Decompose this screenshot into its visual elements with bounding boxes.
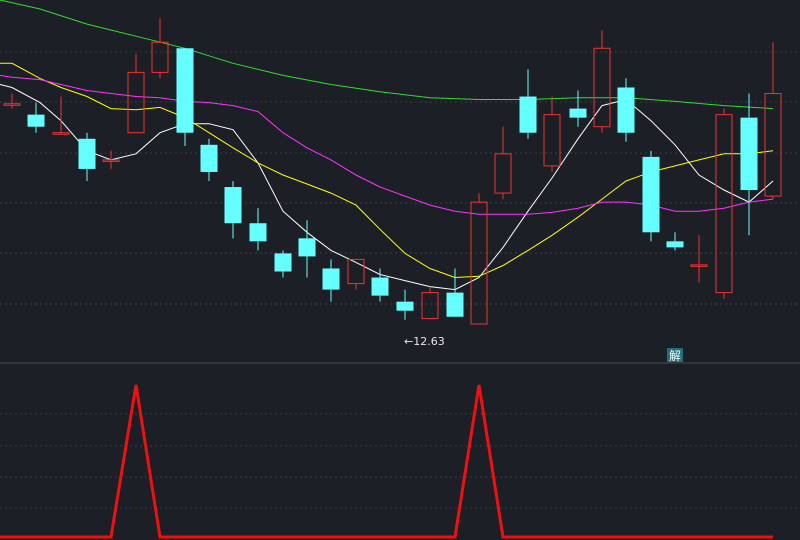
candle-body (127, 71, 145, 134)
candle (421, 286, 439, 320)
candle (151, 18, 169, 79)
candle (298, 220, 316, 278)
candle-body (3, 103, 21, 106)
candle (690, 235, 708, 283)
candle-body (421, 292, 439, 320)
candlesticks (3, 18, 782, 325)
candle (27, 102, 45, 133)
candle-body (249, 223, 267, 242)
candle (3, 93, 21, 109)
candle (52, 96, 70, 135)
candle (446, 268, 464, 317)
candle-body (740, 117, 758, 191)
ma-line-4 (0, 0, 774, 110)
candle-body (569, 108, 587, 118)
candle-body (27, 114, 45, 127)
candle (78, 132, 96, 181)
candle-body (200, 144, 218, 172)
candle (519, 69, 537, 139)
candle (740, 93, 758, 236)
candle-body (470, 201, 488, 325)
candle-body (52, 132, 70, 135)
candle (371, 268, 389, 302)
candle-body (151, 41, 169, 73)
candle (396, 289, 414, 320)
candle-body (224, 187, 242, 224)
indicator-line-1 (0, 384, 773, 539)
candle (642, 150, 660, 242)
candle-body (102, 159, 120, 162)
candle-body (617, 87, 635, 133)
candle-body (690, 264, 708, 267)
candle (322, 259, 340, 302)
candle-body (298, 238, 316, 257)
candle-body (543, 114, 561, 167)
candle (543, 96, 561, 172)
candle-body (347, 258, 365, 285)
candle (715, 108, 733, 299)
candle (224, 181, 242, 239)
candle-body (322, 268, 340, 290)
candle (200, 138, 218, 181)
candle (249, 208, 267, 251)
candle (470, 193, 488, 325)
badge[interactable]: 解 (667, 348, 683, 363)
low-price-annotation: ←12.63 (404, 335, 445, 348)
candle-body (642, 156, 660, 233)
candle (176, 48, 194, 147)
candle (666, 232, 684, 251)
candle (569, 90, 587, 127)
candle (494, 126, 512, 200)
candle-body (666, 241, 684, 248)
indicator-lines (0, 384, 773, 539)
candle-body (519, 96, 537, 133)
candle (347, 258, 365, 290)
candle (764, 42, 782, 200)
candle (127, 54, 145, 134)
candle-body (78, 138, 96, 169)
badge-text: 解 (669, 349, 681, 363)
candle-body (396, 301, 414, 311)
moving-averages (0, 0, 774, 291)
candle (617, 78, 635, 142)
badge-background (667, 348, 683, 362)
candle-body (176, 48, 194, 133)
candle-body (274, 253, 292, 272)
candle-body (494, 153, 512, 194)
candle (593, 30, 611, 133)
candle-body (371, 277, 389, 296)
candle-body (764, 93, 782, 197)
indicator-grid (0, 413, 800, 509)
candle (102, 150, 120, 169)
candle-body (593, 47, 611, 128)
candle-body (446, 292, 464, 317)
candle (274, 250, 292, 278)
candle-body (715, 114, 733, 294)
main-grid (0, 51, 800, 305)
